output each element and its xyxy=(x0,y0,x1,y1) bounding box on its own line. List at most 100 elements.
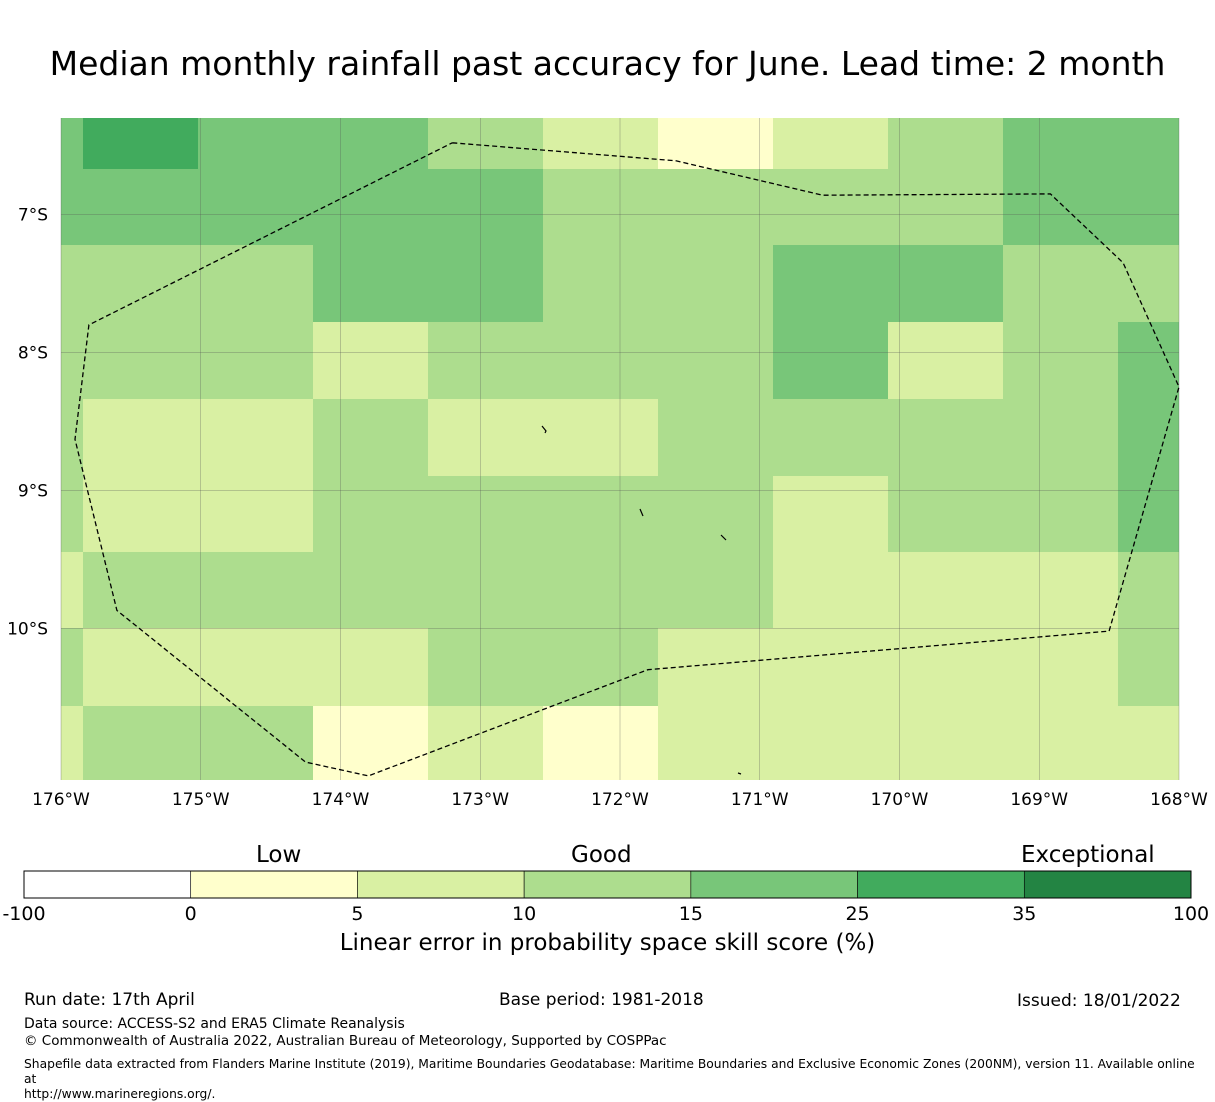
skill-cell xyxy=(1118,245,1179,322)
longitude-tick-labels: 176°W 175°W 174°W 173°W 172°W 171°W 170°W 169°W… xyxy=(32,790,1208,810)
skill-cell xyxy=(658,118,773,169)
skill-cell xyxy=(658,169,773,245)
colorbar-tick: 25 xyxy=(845,903,869,925)
skill-cell xyxy=(428,118,543,169)
skill-cell xyxy=(428,476,543,552)
island-swains xyxy=(737,772,742,775)
skill-cell xyxy=(428,706,543,780)
skill-cell xyxy=(888,706,1003,780)
colorbar-category-exceptional: Exceptional xyxy=(1021,842,1155,868)
shapefile-credit-line-1: Shapefile data extracted from Flanders M… xyxy=(24,1057,1195,1086)
lon-tick-label: 175°W xyxy=(172,790,230,810)
skill-cell xyxy=(61,118,83,169)
colorbar-frame xyxy=(23,870,1192,899)
lon-tick-label: 173°W xyxy=(451,790,509,810)
skill-cell xyxy=(313,169,428,245)
skill-cell xyxy=(773,169,888,245)
skill-cell xyxy=(83,245,198,322)
skill-cell xyxy=(313,118,428,169)
skill-cell xyxy=(61,245,83,322)
colorbar-category-good: Good xyxy=(571,842,632,868)
skill-cell xyxy=(1118,552,1179,628)
skill-cell xyxy=(1118,118,1179,169)
skill-cell xyxy=(313,399,428,476)
skill-cell xyxy=(888,552,1003,628)
copyright: © Commonwealth of Australia 2022, Austra… xyxy=(24,1033,667,1049)
skill-cell xyxy=(1003,118,1118,169)
skill-cell xyxy=(83,169,198,245)
skill-cell xyxy=(658,245,773,322)
skill-cell xyxy=(1118,706,1179,780)
skill-cell xyxy=(1003,245,1118,322)
colorbar-category-low: Low xyxy=(256,842,302,868)
base-period: Base period: 1981-2018 xyxy=(499,990,704,1010)
skill-cell xyxy=(773,476,888,552)
skill-cell xyxy=(773,118,888,169)
skill-cell xyxy=(198,399,313,476)
skill-cell xyxy=(888,245,1003,322)
skill-cell xyxy=(198,169,313,245)
skill-cell xyxy=(1003,399,1118,476)
skill-cell xyxy=(428,628,543,706)
skill-cell xyxy=(888,169,1003,245)
skill-cell xyxy=(313,628,428,706)
skill-cell xyxy=(1118,476,1179,552)
skill-cell xyxy=(773,706,888,780)
skill-cell xyxy=(658,706,773,780)
skill-cell xyxy=(1118,322,1179,399)
colorbar xyxy=(23,870,1192,899)
skill-cell xyxy=(1118,628,1179,706)
skill-cell xyxy=(1118,169,1179,245)
run-date: Run date: 17th April xyxy=(24,990,195,1010)
skill-cell xyxy=(428,169,543,245)
skill-cell xyxy=(543,245,658,322)
skill-cell xyxy=(543,476,658,552)
skill-cell xyxy=(773,552,888,628)
colorbar-swatch xyxy=(523,870,692,899)
skill-cell xyxy=(888,628,1003,706)
skill-cell xyxy=(428,552,543,628)
colorbar-tick: 35 xyxy=(1012,903,1036,925)
lon-tick-label: 171°W xyxy=(731,790,789,810)
skill-cell xyxy=(658,399,773,476)
colorbar-tick: 10 xyxy=(512,903,536,925)
colorbar-tick: -100 xyxy=(2,903,45,925)
skill-cell xyxy=(428,245,543,322)
skill-cell xyxy=(313,476,428,552)
island-fakaofo xyxy=(720,534,727,541)
skill-cell xyxy=(543,628,658,706)
skill-cell xyxy=(198,476,313,552)
skill-cell xyxy=(61,476,83,552)
colorbar-tick: 0 xyxy=(185,903,197,925)
skill-cell xyxy=(198,322,313,399)
skill-cell xyxy=(773,245,888,322)
colorbar-swatch xyxy=(190,870,358,899)
skill-cell xyxy=(1003,628,1118,706)
skill-cell xyxy=(658,476,773,552)
skill-cell xyxy=(888,322,1003,399)
skill-cell xyxy=(543,552,658,628)
skill-cell xyxy=(1003,322,1118,399)
skill-cell xyxy=(83,706,198,780)
island-nukunonu xyxy=(639,508,644,517)
colorbar-tick: 15 xyxy=(679,903,703,925)
skill-cell xyxy=(543,399,658,476)
skill-cell xyxy=(543,706,658,780)
skill-cell xyxy=(543,169,658,245)
skill-cell xyxy=(658,628,773,706)
skill-cell xyxy=(83,322,198,399)
shapefile-credit: Shapefile data extracted from Flanders M… xyxy=(24,1057,1204,1102)
issued-date: Issued: 18/01/2022 xyxy=(1017,991,1181,1011)
skill-cell xyxy=(198,118,313,169)
skill-cell xyxy=(61,399,83,476)
skill-cell xyxy=(888,399,1003,476)
data-source: Data source: ACCESS-S2 and ERA5 Climate … xyxy=(24,1016,405,1032)
map-gridlines xyxy=(60,118,1180,780)
skill-cell xyxy=(1003,706,1118,780)
skill-cell xyxy=(773,399,888,476)
skill-cell xyxy=(1003,476,1118,552)
colorbar-swatch xyxy=(23,870,192,899)
skill-cell xyxy=(61,169,83,245)
skill-cell xyxy=(83,118,198,169)
